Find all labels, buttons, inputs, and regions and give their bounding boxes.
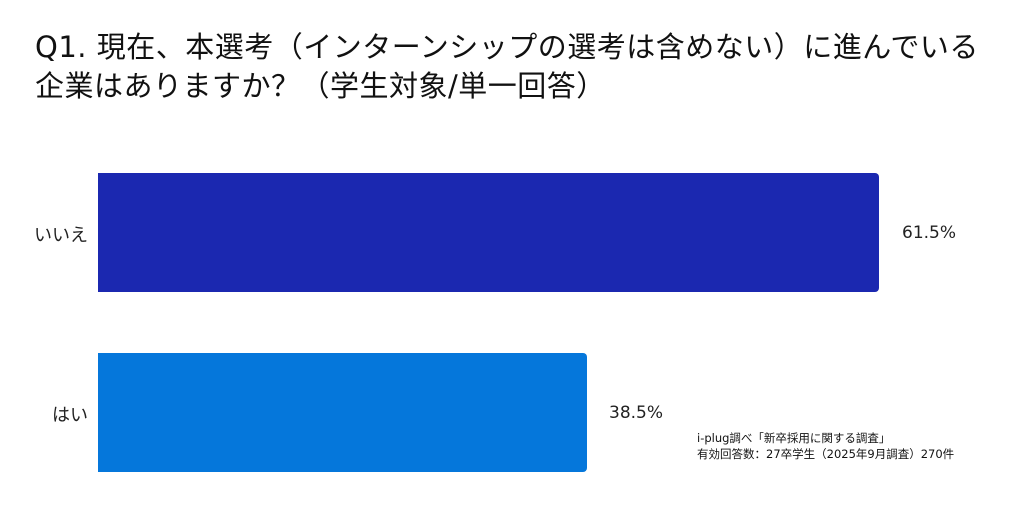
- category-label-yes: はい: [52, 405, 88, 426]
- category-label-no: いいえ: [34, 225, 88, 246]
- value-label-yes: 38.5%: [609, 403, 664, 423]
- chart-title-line-2: 企業はありますか？（学生対象/単一回答）: [35, 69, 606, 103]
- source-line-1: i-plug調べ「新卒採用に関する調査」: [697, 431, 891, 445]
- bar-no: [98, 173, 879, 292]
- value-label-no: 61.5%: [902, 223, 957, 243]
- source-note: i-plug調べ「新卒採用に関する調査」 有効回答数：27卒学生（2025年9月…: [697, 430, 954, 462]
- source-line-2: 有効回答数：27卒学生（2025年9月調査）270件: [697, 447, 955, 461]
- chart-title: Q1. 現在、本選考（インターンシップの選考は含めない）に進んでいる 企業はあり…: [35, 28, 1015, 106]
- bar-yes: [98, 353, 587, 472]
- chart-title-line-1: Q1. 現在、本選考（インターンシップの選考は含めない）に進んでいる: [35, 30, 979, 64]
